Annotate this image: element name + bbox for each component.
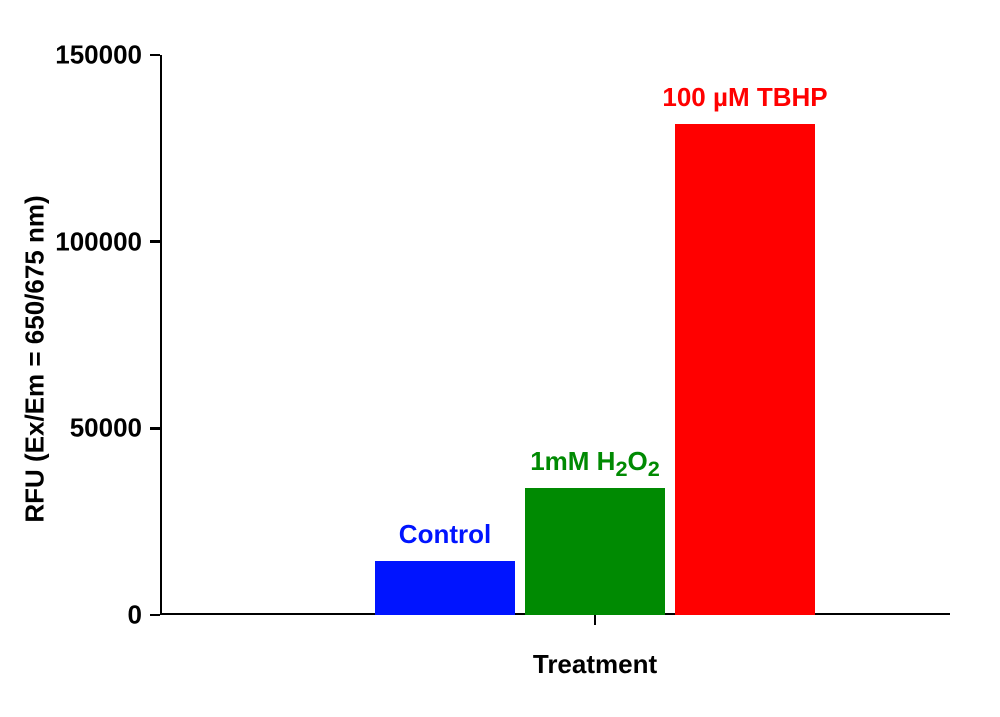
x-axis-label: Treatment <box>533 649 657 680</box>
bar-label: 1mM H2O2 <box>530 446 660 482</box>
chart-container: RFU (Ex/Em = 650/675 nm) Treatment 0 5000… <box>0 0 1000 717</box>
bar-label: Control <box>399 519 491 550</box>
bar <box>525 488 665 615</box>
y-tick <box>150 614 160 617</box>
y-tick-label: 50000 <box>70 413 142 444</box>
bar <box>375 561 515 615</box>
y-tick <box>150 427 160 430</box>
y-tick-label: 100000 <box>55 226 142 257</box>
y-tick-label: 0 <box>128 600 142 631</box>
y-axis-label: RFU (Ex/Em = 650/675 nm) <box>20 195 51 522</box>
y-tick <box>150 54 160 57</box>
bar <box>675 124 815 615</box>
bar-label: 100 µM TBHP <box>662 82 827 113</box>
y-tick-label: 150000 <box>55 40 142 71</box>
y-tick <box>150 240 160 243</box>
x-tick <box>594 615 597 625</box>
